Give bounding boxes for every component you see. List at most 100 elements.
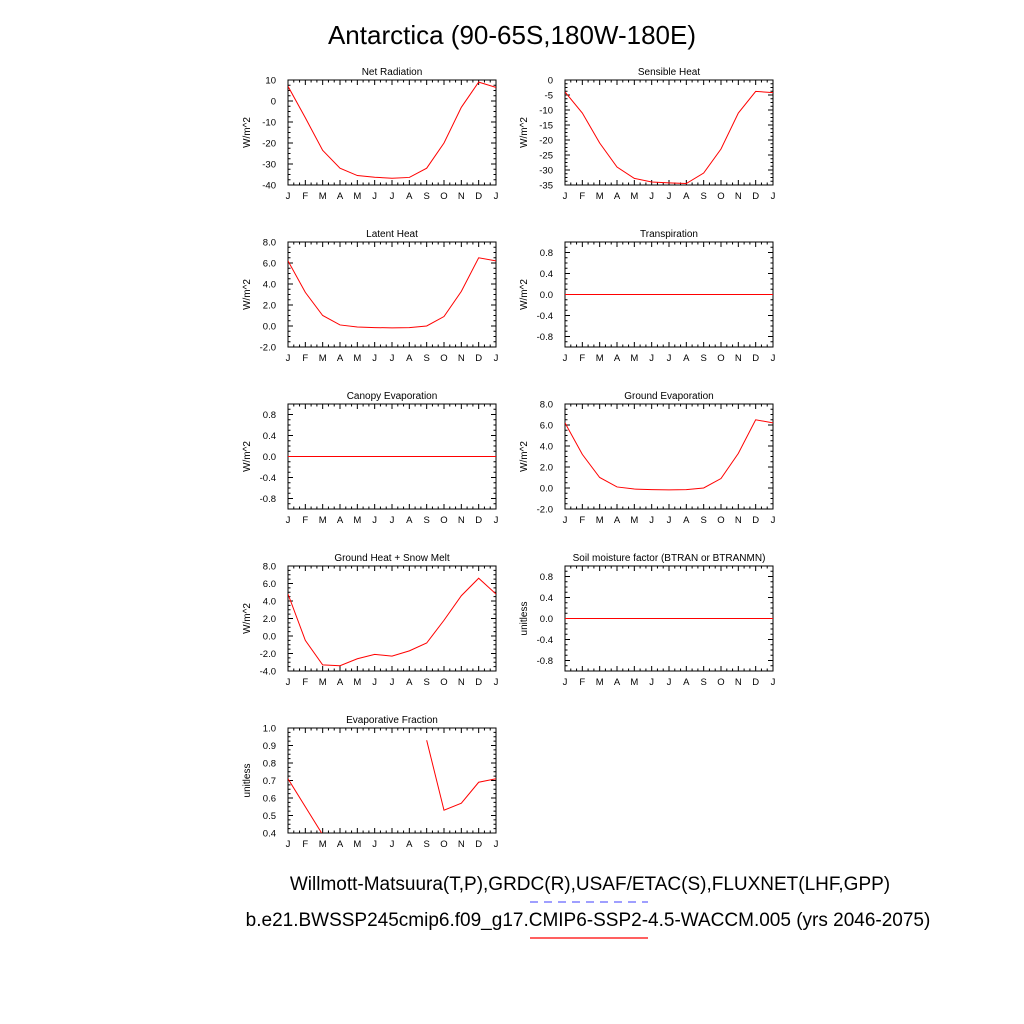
y-tick-label: 0.0 xyxy=(263,632,276,643)
y-axis-label: W/m^2 xyxy=(242,603,253,634)
y-tick-label: 0.4 xyxy=(263,829,276,840)
y-tick-label: -35 xyxy=(539,181,553,192)
x-tick-label: O xyxy=(440,353,447,364)
x-tick-label: M xyxy=(596,191,604,202)
y-axis-label: unitless xyxy=(519,602,530,636)
x-tick-label: J xyxy=(390,353,395,364)
y-tick-label: -20 xyxy=(539,136,553,147)
y-tick-label: -2.0 xyxy=(260,649,276,660)
x-tick-label: J xyxy=(286,191,291,202)
x-tick-label: O xyxy=(440,839,447,850)
x-tick-label: D xyxy=(475,677,482,688)
x-tick-label: F xyxy=(579,515,585,526)
y-tick-label: -0.4 xyxy=(537,311,553,322)
x-tick-label: J xyxy=(563,353,568,364)
x-tick-label: A xyxy=(337,191,344,202)
legend-label-model: b.e21.BWSSP245cmip6.f09_g17.CMIP6-SSP2-4… xyxy=(246,910,931,931)
chart-panel: Soil moisture factor (BTRAN or BTRANMN) J… xyxy=(519,553,776,688)
x-tick-label: M xyxy=(319,677,327,688)
x-tick-label: F xyxy=(302,515,308,526)
x-tick-label: J xyxy=(563,515,568,526)
x-tick-label: J xyxy=(286,839,291,850)
x-tick-label: O xyxy=(717,353,724,364)
x-tick-label: D xyxy=(475,839,482,850)
x-tick-label: O xyxy=(440,191,447,202)
y-tick-label: 1.0 xyxy=(263,724,276,735)
x-tick-label: S xyxy=(423,515,429,526)
x-tick-label: J xyxy=(286,353,291,364)
x-tick-label: D xyxy=(752,353,759,364)
x-tick-label: J xyxy=(563,191,568,202)
series-line xyxy=(288,257,496,329)
panel-title: Ground Heat + Snow Melt xyxy=(334,553,450,564)
x-tick-label: F xyxy=(579,191,585,202)
x-tick-label: M xyxy=(319,191,327,202)
x-tick-label: A xyxy=(683,191,690,202)
y-axis-label: W/m^2 xyxy=(519,279,530,310)
y-tick-label: 8.0 xyxy=(263,562,276,573)
series-line xyxy=(288,577,496,667)
x-tick-label: A xyxy=(337,353,344,364)
x-tick-label: F xyxy=(579,677,585,688)
x-tick-label: F xyxy=(302,353,308,364)
y-tick-label: 8.0 xyxy=(540,400,553,411)
y-tick-label: 2.0 xyxy=(263,614,276,625)
y-tick-label: -4.0 xyxy=(260,667,276,678)
legend-label-reference: Willmott-Matsuura(T,P),GRDC(R),USAF/ETAC… xyxy=(290,874,890,895)
x-tick-label: J xyxy=(494,839,499,850)
x-tick-label: J xyxy=(494,191,499,202)
x-tick-label: J xyxy=(667,515,672,526)
x-tick-label: O xyxy=(717,191,724,202)
x-tick-label: N xyxy=(458,677,465,688)
x-tick-label: O xyxy=(440,677,447,688)
x-tick-label: A xyxy=(614,515,621,526)
x-tick-label: O xyxy=(440,515,447,526)
x-tick-label: J xyxy=(286,677,291,688)
x-tick-label: M xyxy=(630,515,638,526)
x-tick-label: A xyxy=(406,839,413,850)
x-tick-label: A xyxy=(614,353,621,364)
x-tick-label: M xyxy=(353,191,361,202)
y-tick-label: 10 xyxy=(265,76,276,87)
x-tick-label: A xyxy=(406,191,413,202)
series-line xyxy=(565,90,773,185)
x-tick-label: J xyxy=(771,191,776,202)
y-tick-label: 0.0 xyxy=(540,614,553,625)
y-tick-label: 0.9 xyxy=(263,741,276,752)
x-tick-label: J xyxy=(667,353,672,364)
y-axis-label: W/m^2 xyxy=(242,117,253,148)
y-tick-label: -10 xyxy=(539,106,553,117)
x-tick-label: F xyxy=(302,677,308,688)
x-tick-label: A xyxy=(337,677,344,688)
x-tick-label: A xyxy=(683,677,690,688)
y-tick-label: 8.0 xyxy=(263,238,276,249)
x-tick-label: A xyxy=(614,677,621,688)
plot-frame xyxy=(287,79,497,186)
x-tick-label: M xyxy=(353,839,361,850)
x-tick-label: J xyxy=(649,677,654,688)
y-tick-label: -2.0 xyxy=(537,505,553,516)
y-tick-label: -20 xyxy=(262,139,276,150)
panel-title: Canopy Evaporation xyxy=(347,391,438,402)
x-tick-label: J xyxy=(286,515,291,526)
y-tick-label: -0.4 xyxy=(260,473,276,484)
y-tick-label: -30 xyxy=(262,160,276,171)
x-tick-label: J xyxy=(649,515,654,526)
x-tick-label: A xyxy=(683,353,690,364)
x-tick-label: J xyxy=(372,677,377,688)
x-tick-label: M xyxy=(353,515,361,526)
x-tick-label: A xyxy=(614,191,621,202)
x-tick-label: M xyxy=(596,677,604,688)
x-tick-label: J xyxy=(390,839,395,850)
x-tick-label: M xyxy=(353,353,361,364)
y-tick-label: -15 xyxy=(539,121,553,132)
x-tick-label: A xyxy=(406,353,413,364)
y-axis-label: unitless xyxy=(242,764,253,798)
